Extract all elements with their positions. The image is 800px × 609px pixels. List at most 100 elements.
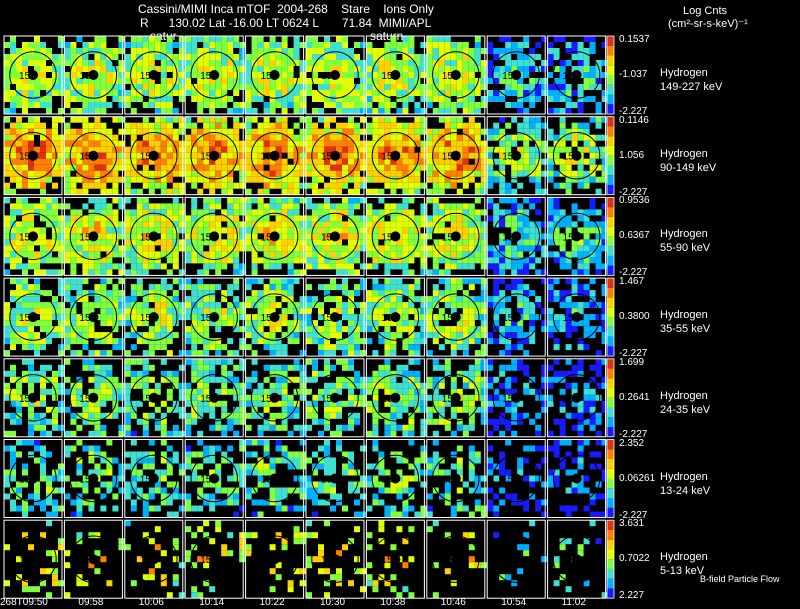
pixel-cell xyxy=(523,332,530,339)
pixel-cell xyxy=(565,332,572,339)
pixel-cell xyxy=(408,176,415,183)
pixel-cell xyxy=(360,245,366,252)
pixel-cell xyxy=(553,257,560,264)
pixel-cell xyxy=(456,239,463,246)
pixel-cell xyxy=(118,84,125,90)
pixel-cell xyxy=(239,382,246,389)
pixel-cell xyxy=(595,233,602,240)
pixel-cell xyxy=(541,84,548,90)
pixel-cell xyxy=(124,128,131,135)
pixel-cell xyxy=(166,284,173,291)
pixel-cell xyxy=(336,36,342,42)
pixel-cell xyxy=(166,128,173,135)
pixel-cell xyxy=(172,245,179,252)
pixel-cell xyxy=(203,326,210,333)
orbit-subtitle: R 130.02 Lat -16.00 LT 0624 L 71.84 MIMI… xyxy=(140,16,432,30)
pixel-cell xyxy=(330,296,336,303)
pixel-cell xyxy=(426,84,433,90)
pixel-cell xyxy=(227,302,234,309)
pixel-cell xyxy=(154,302,161,309)
pixel-cell xyxy=(336,430,342,437)
pixel-cell xyxy=(312,239,318,246)
pixel-cell xyxy=(547,134,554,141)
pixel-cell xyxy=(16,78,22,84)
pixel-cell xyxy=(172,152,179,159)
pixel-cell xyxy=(34,284,40,291)
pixel-cell xyxy=(589,140,596,147)
pixel-cell xyxy=(281,278,288,285)
pixel-cell xyxy=(426,146,433,153)
pixel-cell xyxy=(426,102,433,108)
pixel-cell xyxy=(185,152,192,159)
distance-ring xyxy=(69,212,118,261)
pixel-cell xyxy=(444,400,451,407)
pixel-cell xyxy=(517,308,524,315)
planet-disk xyxy=(511,312,522,323)
pixel-cell xyxy=(185,90,192,96)
pixel-cell xyxy=(384,430,391,437)
pixel-cell xyxy=(160,424,167,431)
pixel-cell xyxy=(118,96,125,102)
pixel-cell xyxy=(203,203,210,210)
pixel-cell xyxy=(396,296,403,303)
pixel-cell xyxy=(432,54,439,60)
pixel-cell xyxy=(221,116,228,123)
pixel-cell xyxy=(535,134,542,141)
pixel-cell xyxy=(4,257,10,264)
pixel-cell xyxy=(577,128,584,135)
colorbar-band xyxy=(607,104,614,114)
pixel-cell xyxy=(251,54,258,60)
colorbar-frame xyxy=(606,277,615,357)
pixel-cell xyxy=(420,314,427,321)
pixel-cell xyxy=(34,338,40,345)
pixel-cell xyxy=(191,296,198,303)
pixel-cell xyxy=(360,302,366,309)
pixel-cell xyxy=(275,66,282,72)
pixel-cell xyxy=(553,320,560,327)
pixel-cell xyxy=(28,406,34,413)
pixel-cell xyxy=(468,370,475,377)
pixel-cell xyxy=(40,197,46,204)
pixel-cell xyxy=(28,308,34,315)
pixel-cell xyxy=(468,400,475,407)
pixel-cell xyxy=(178,203,185,210)
pixel-cell xyxy=(330,251,336,258)
pixel-cell xyxy=(456,188,463,195)
pixel-cell xyxy=(306,412,312,419)
image-panel: 150 xyxy=(486,35,548,115)
pixel-cell xyxy=(438,239,445,246)
pixel-cell xyxy=(474,257,481,264)
pixel-cell xyxy=(40,60,46,66)
pixel-cell xyxy=(148,263,155,270)
pixel-cell xyxy=(547,326,554,333)
pixel-cell xyxy=(58,344,64,351)
pixel-cell xyxy=(595,209,602,216)
pixel-cell xyxy=(142,320,149,327)
pixel-cell xyxy=(233,116,240,123)
pixel-cell xyxy=(142,350,149,357)
pixel-cell xyxy=(185,338,192,345)
pixel-cell xyxy=(547,170,554,177)
pixel-cell xyxy=(34,84,40,90)
pixel-cell xyxy=(565,146,572,153)
pixel-cell xyxy=(112,302,119,309)
pixel-cell xyxy=(197,406,204,413)
pixel-cell xyxy=(221,96,228,102)
pixel-cell xyxy=(124,418,131,425)
pixel-cell xyxy=(58,370,64,377)
pixel-cell xyxy=(438,221,445,228)
pixel-cell xyxy=(390,158,397,165)
pixel-cell xyxy=(571,302,578,309)
pixel-cell xyxy=(384,78,391,84)
pixel-cell xyxy=(601,284,608,291)
pixel-cell xyxy=(106,382,113,389)
pixel-cell xyxy=(462,326,469,333)
pixel-cell xyxy=(396,326,403,333)
pixel-cell xyxy=(203,146,210,153)
pixel-cell xyxy=(130,134,137,141)
pixel-cell xyxy=(408,344,415,351)
pixel-cell xyxy=(432,290,439,297)
planet-disk xyxy=(28,231,38,242)
pixel-cell xyxy=(583,84,590,90)
pixel-cell xyxy=(432,96,439,102)
